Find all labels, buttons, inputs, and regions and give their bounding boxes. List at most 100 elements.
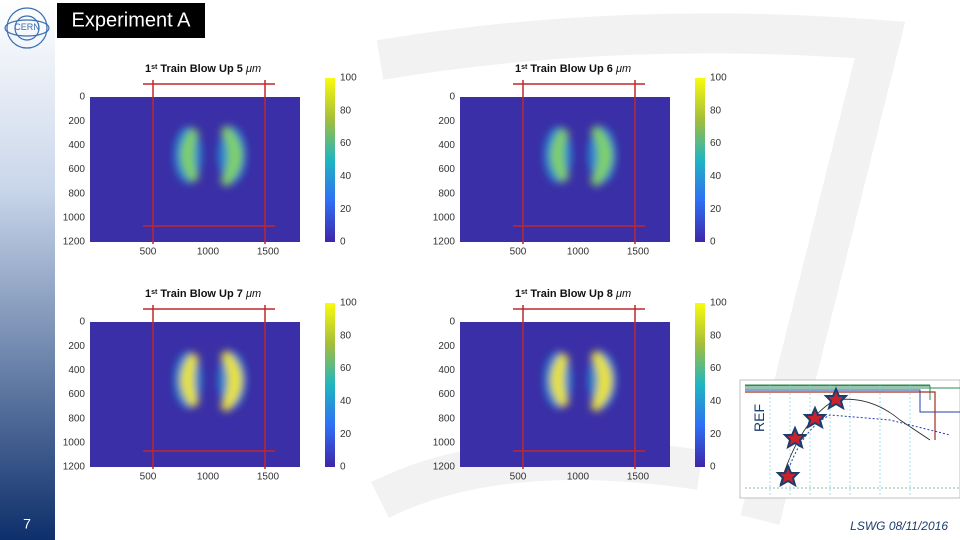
y-tick-label: 1000 xyxy=(63,212,86,223)
panel-title: 1st Train Blow Up 5 μm xyxy=(145,63,261,75)
colorbar-label: 60 xyxy=(710,138,722,149)
y-tick-label: 200 xyxy=(438,341,455,352)
panel-title: 1st Train Blow Up 8 μm xyxy=(515,288,631,300)
y-tick-label: 1000 xyxy=(433,212,456,223)
colorbar-label: 60 xyxy=(710,363,722,374)
y-tick-label: 1000 xyxy=(433,437,456,448)
title-part: 1 xyxy=(145,63,151,75)
panel-title: 1st Train Blow Up 7 μm xyxy=(145,288,261,300)
colorbar-label: 80 xyxy=(340,105,352,116)
title-part: st xyxy=(521,289,528,296)
core xyxy=(589,124,613,188)
y-tick-label: 1200 xyxy=(63,462,86,473)
colorbar-label: 40 xyxy=(710,171,722,182)
panel: 1st Train Blow Up 7 μm0200400600800100012… xyxy=(63,288,357,483)
y-tick-label: 400 xyxy=(68,365,85,376)
colorbar-label: 80 xyxy=(710,330,722,341)
colorbar-label: 20 xyxy=(340,204,352,215)
x-tick-label: 1000 xyxy=(197,247,220,258)
beam-spot xyxy=(544,124,616,188)
y-tick-label: 1000 xyxy=(63,437,86,448)
x-tick-label: 1500 xyxy=(627,472,650,483)
colorbar-label: 20 xyxy=(710,204,722,215)
y-tick-label: 400 xyxy=(438,365,455,376)
inset-plot xyxy=(739,379,960,499)
core xyxy=(589,349,613,413)
title-part: Train Blow Up 6 xyxy=(530,63,616,75)
colorbar xyxy=(695,78,705,242)
colorbar-label: 0 xyxy=(710,237,716,248)
slide-title: Experiment A xyxy=(72,9,192,31)
logo xyxy=(4,7,50,49)
title-part: st xyxy=(151,289,158,296)
title-part: st xyxy=(151,64,158,71)
title-part: st xyxy=(521,64,528,71)
y-tick-label: 0 xyxy=(449,317,455,328)
y-tick-label: 200 xyxy=(68,116,85,127)
x-tick-label: 1000 xyxy=(567,247,590,258)
panels: 1st Train Blow Up 5 μm0200400600800100012… xyxy=(63,63,727,483)
colorbar-label: 20 xyxy=(340,429,352,440)
colorbar xyxy=(325,303,335,467)
y-tick-label: 200 xyxy=(438,116,455,127)
y-tick-label: 1200 xyxy=(433,237,456,248)
colorbar-label: 0 xyxy=(340,462,346,473)
beam-spot xyxy=(174,124,246,188)
x-tick-label: 500 xyxy=(510,472,527,483)
title-part: Train Blow Up 8 xyxy=(530,288,616,300)
panel-title: 1st Train Blow Up 6 μm xyxy=(515,63,631,75)
y-tick-label: 0 xyxy=(449,92,455,103)
colorbar-label: 80 xyxy=(340,330,352,341)
colorbar-label: 40 xyxy=(340,396,352,407)
y-tick-label: 400 xyxy=(68,140,85,151)
y-tick-label: 800 xyxy=(68,413,85,424)
core xyxy=(180,352,200,408)
footer-note: LSWG 08/11/2016 xyxy=(850,519,948,533)
title-part: Train Blow Up 7 xyxy=(160,288,246,300)
logo-text: CERN xyxy=(14,22,40,32)
title-part: Train Blow Up 5 xyxy=(160,63,246,75)
y-tick-label: 800 xyxy=(438,413,455,424)
x-tick-label: 1000 xyxy=(197,472,220,483)
core xyxy=(550,127,570,183)
colorbar-label: 60 xyxy=(340,363,352,374)
ref-label: REF xyxy=(751,404,767,432)
colorbar-label: 100 xyxy=(340,298,357,309)
y-tick-label: 600 xyxy=(438,164,455,175)
page-number: 7 xyxy=(23,516,31,532)
x-tick-label: 1000 xyxy=(567,472,590,483)
colorbar-label: 100 xyxy=(710,73,727,84)
y-tick-label: 1200 xyxy=(63,237,86,248)
core xyxy=(550,352,570,408)
title-part: μm xyxy=(615,288,631,300)
colorbar-label: 100 xyxy=(710,298,727,309)
y-tick-label: 1200 xyxy=(433,462,456,473)
y-tick-label: 400 xyxy=(438,140,455,151)
title-box xyxy=(57,3,205,38)
beam-spot xyxy=(174,349,246,413)
colorbar-label: 0 xyxy=(710,462,716,473)
title-part: μm xyxy=(245,288,261,300)
title-part: 1 xyxy=(515,288,521,300)
y-tick-label: 600 xyxy=(68,389,85,400)
colorbar-label: 40 xyxy=(710,396,722,407)
title-part: μm xyxy=(245,63,261,75)
x-tick-label: 500 xyxy=(140,247,157,258)
y-tick-label: 200 xyxy=(68,341,85,352)
beam-spot xyxy=(544,349,616,413)
colorbar-label: 60 xyxy=(340,138,352,149)
title-part: 1 xyxy=(515,63,521,75)
colorbar xyxy=(325,78,335,242)
core xyxy=(180,127,200,183)
core xyxy=(219,349,243,413)
panel: 1st Train Blow Up 5 μm0200400600800100012… xyxy=(63,63,357,258)
x-tick-label: 1500 xyxy=(257,472,280,483)
sidebar xyxy=(0,0,55,540)
y-tick-label: 0 xyxy=(79,317,85,328)
colorbar-label: 100 xyxy=(340,73,357,84)
y-tick-label: 600 xyxy=(68,164,85,175)
title-part: 1 xyxy=(145,288,151,300)
y-tick-label: 600 xyxy=(438,389,455,400)
title-part: μm xyxy=(615,63,631,75)
